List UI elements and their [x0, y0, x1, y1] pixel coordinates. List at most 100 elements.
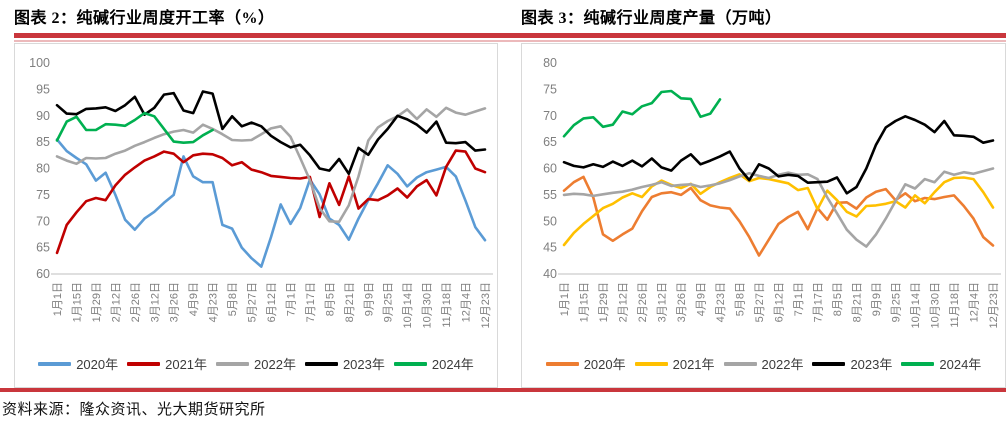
x-tick-label: 5月8日: [227, 282, 239, 316]
x-tick-label: 8月5日: [324, 282, 336, 316]
x-tick-label: 1月15日: [579, 282, 591, 322]
y-tick-label: 90: [36, 109, 50, 123]
legend-label: 2022年: [761, 357, 804, 372]
x-tick-label: 1月29日: [91, 282, 103, 322]
chart-card-operating-rate: 60 65 70 75 80 85 90 95 100 1月1日 1月15日 1月29日 2月12日 2月…: [14, 43, 498, 388]
y-tick-label: 65: [543, 135, 557, 149]
series-line-2024年: [562, 89, 722, 138]
y-tick-label: 70: [543, 109, 557, 123]
chart-plot-纯碱行业周度开工率（%）: 60 65 70 75 80 85 90 95 100 1月1日 1月15日 1月29日 2月12日 2月…: [29, 56, 493, 328]
x-tick-label: 4月23日: [208, 282, 220, 322]
y-tick-label: 70: [36, 214, 50, 228]
legend-item-2024年: 2024年: [901, 354, 981, 373]
x-tick-label: 12月4日: [969, 282, 981, 322]
x-tick-label: 10月14日: [910, 282, 922, 328]
x-tick-label: 5月27日: [247, 282, 259, 322]
x-tick-label: 12月4日: [461, 282, 473, 322]
y-tick-label: 80: [36, 162, 50, 176]
x-tick-label: 7月17日: [305, 282, 317, 322]
legend-item-2022年: 2022年: [216, 354, 296, 373]
y-tick-label: 75: [543, 82, 557, 96]
x-tick-label: 7月17日: [813, 282, 825, 322]
series-line-2023年: [55, 90, 487, 176]
legend-item-2020年: 2020年: [545, 354, 626, 373]
legend-label: 2023年: [850, 357, 893, 372]
y-tick-label: 75: [36, 188, 50, 202]
legend-line-swatch: [812, 361, 846, 366]
x-tick-label: 1月15日: [71, 282, 83, 322]
y-tick-label: 50: [543, 214, 557, 228]
series-line-2023年: [562, 115, 995, 195]
y-tick-label: 60: [36, 267, 50, 281]
x-tick-label: 8月21日: [852, 282, 864, 322]
x-tick-label: 9月9日: [871, 282, 883, 316]
series-line-2021年: [562, 173, 995, 247]
legend-line-swatch: [723, 361, 757, 366]
x-tick-label: 8月5日: [832, 282, 844, 316]
legend-line-swatch: [901, 361, 935, 366]
series-line-2020年: [55, 138, 487, 268]
x-tick-label: 5月8日: [735, 282, 747, 316]
legend-label: 2023年: [342, 357, 385, 372]
legend-label: 2020年: [76, 357, 119, 372]
legend-item-2022年: 2022年: [723, 354, 804, 373]
top-red-rule: [14, 33, 1006, 38]
figure3-title: 图表 3：纯碱行业周度产量（万吨）: [521, 10, 782, 27]
chart-legend: 2020年 2021年 2022年 2023年 2024年: [522, 354, 1005, 373]
legend-label: 2022年: [254, 357, 296, 372]
x-tick-label: 10月30日: [422, 282, 434, 328]
chart-legend: 2020年 2021年 2022年 2023年 2024年: [15, 354, 497, 373]
legend-line-swatch: [304, 361, 338, 366]
legend-line-swatch: [393, 361, 427, 366]
x-tick-label: 10月30日: [930, 282, 942, 328]
x-tick-label: 12月23日: [988, 282, 1000, 328]
legend-label: 2021年: [672, 357, 715, 372]
x-tick-label: 4月23日: [715, 282, 727, 322]
x-tick-label: 2月12日: [110, 282, 122, 322]
x-tick-label: 1月1日: [559, 282, 571, 316]
x-tick-label: 2月12日: [618, 282, 630, 322]
legend-label: 2021年: [165, 357, 208, 372]
x-tick-label: 8月21日: [344, 282, 356, 322]
top-red-rule-shadow: [14, 40, 1006, 42]
x-tick-label: 3月12日: [657, 282, 669, 322]
x-tick-label: 2月26日: [637, 282, 649, 322]
x-tick-label: 11月18日: [441, 282, 453, 328]
legend-item-2023年: 2023年: [304, 354, 385, 373]
legend-line-swatch: [38, 361, 72, 366]
series-line-2020年: [562, 175, 995, 257]
y-tick-label: 80: [543, 56, 557, 70]
x-tick-label: 9月25日: [891, 282, 903, 322]
x-tick-label: 5月27日: [754, 282, 766, 322]
y-tick-label: 95: [36, 82, 50, 96]
legend-item-2021年: 2021年: [127, 354, 207, 373]
x-tick-label: 6月12日: [774, 282, 786, 322]
y-tick-label: 60: [543, 162, 557, 176]
x-tick-label: 1月29日: [598, 282, 610, 322]
legend-item-2024年: 2024年: [393, 354, 474, 373]
series-line-2024年: [55, 111, 214, 144]
x-tick-label: 3月26日: [676, 282, 688, 322]
x-tick-label: 10月14日: [402, 282, 414, 328]
x-tick-label: 1月1日: [52, 282, 64, 316]
x-tick-label: 3月26日: [169, 282, 181, 322]
x-tick-label: 9月9日: [363, 282, 375, 316]
legend-line-swatch: [127, 361, 161, 366]
x-tick-label: 4月9日: [696, 282, 708, 316]
x-tick-label: 4月9日: [188, 282, 200, 316]
legend-item-2021年: 2021年: [634, 354, 715, 373]
x-tick-label: 11月18日: [949, 282, 961, 328]
x-tick-label: 7月1日: [285, 282, 297, 316]
legend-label: 2024年: [431, 357, 474, 372]
y-tick-label: 65: [36, 241, 50, 255]
legend-item-2020年: 2020年: [38, 354, 118, 373]
y-tick-label: 55: [543, 188, 557, 202]
y-tick-label: 40: [543, 267, 557, 281]
legend-label: 2020年: [583, 357, 626, 372]
legend-item-2023年: 2023年: [812, 354, 892, 373]
chart-card-output: 40 45 50 55 60 65 70 75 80 1月1日 1月15日 1月29日 2月12日 2月2…: [521, 43, 1006, 388]
x-tick-label: 3月12日: [149, 282, 161, 322]
x-tick-label: 9月25日: [383, 282, 395, 322]
legend-line-swatch: [634, 361, 668, 366]
series-line-2021年: [55, 149, 487, 255]
